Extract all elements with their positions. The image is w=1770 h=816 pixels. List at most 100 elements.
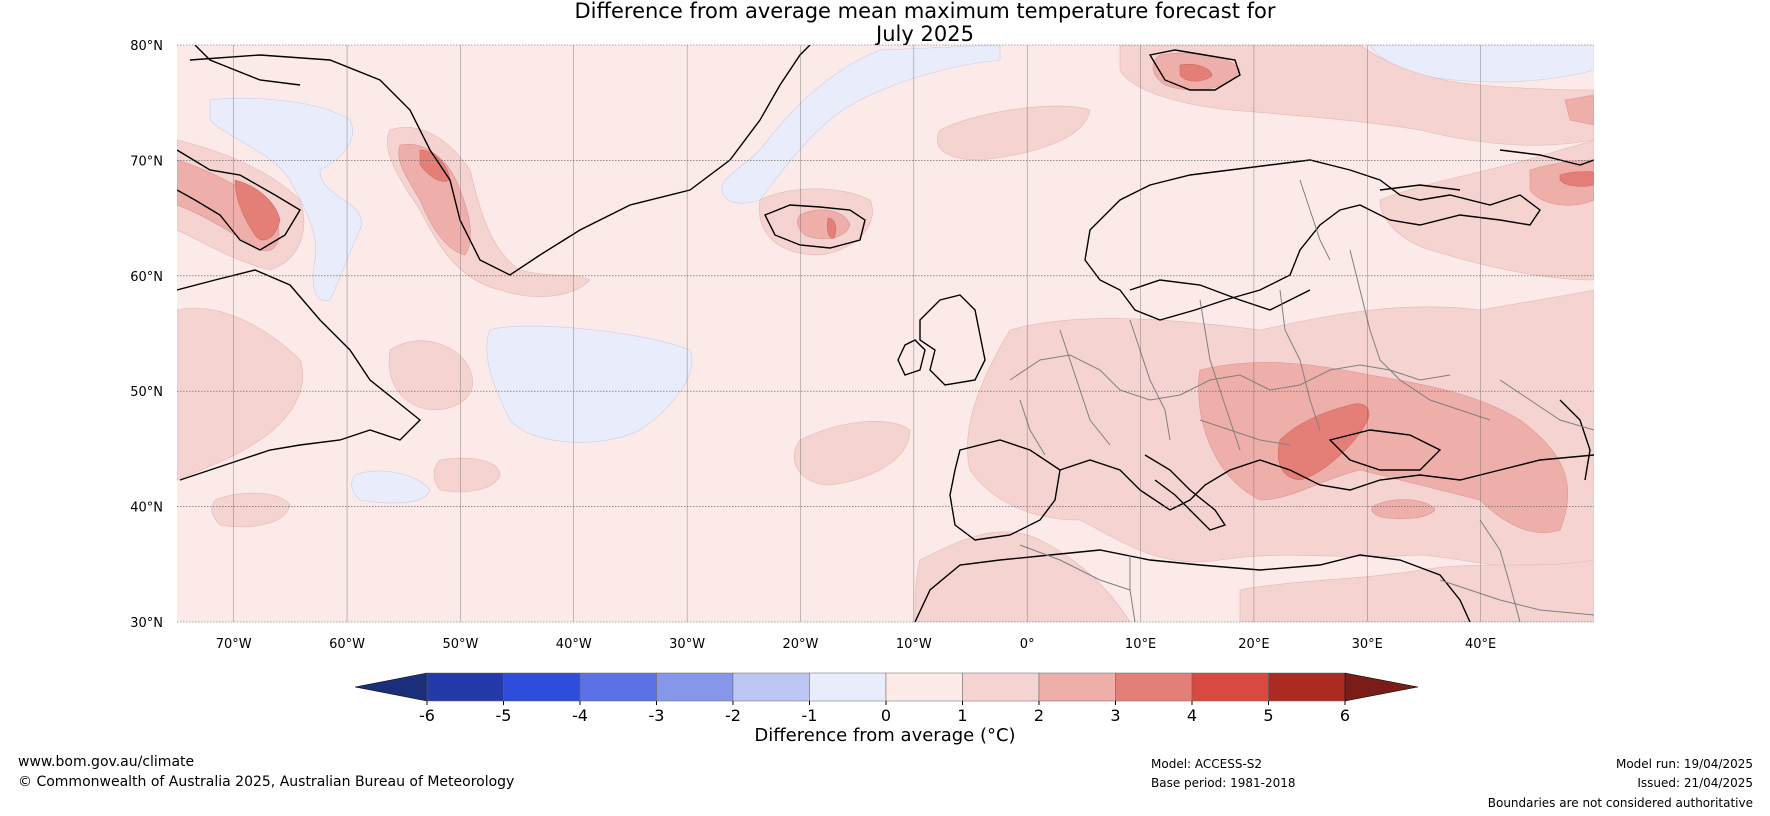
border-line bbox=[1129, 319, 1171, 441]
colorbar-segment bbox=[1191, 672, 1269, 702]
russia-arctic-coast bbox=[1499, 149, 1594, 166]
colorbar-segment bbox=[1115, 672, 1193, 702]
colorbar-tick-label: -1 bbox=[802, 706, 818, 725]
lon-tick-label: 40°E bbox=[1465, 637, 1496, 652]
footer-model: Model: ACCESS-S2 bbox=[1151, 757, 1263, 771]
warm23-region-balkans bbox=[1198, 362, 1569, 533]
lon-tick-label: 10°E bbox=[1125, 637, 1156, 652]
colorbar-segment bbox=[1268, 672, 1346, 702]
ireland-coast bbox=[897, 339, 926, 376]
lat-tick-label: 80°N bbox=[130, 39, 163, 54]
colorbar-tick-label: 3 bbox=[1110, 706, 1120, 725]
greenland-north-coast bbox=[194, 45, 301, 86]
colorbar-segment bbox=[503, 672, 581, 702]
border-line bbox=[1199, 299, 1241, 451]
border-line bbox=[1279, 289, 1321, 431]
footer-issued: Issued: 21/04/2025 bbox=[1637, 776, 1753, 790]
border-line bbox=[1499, 379, 1594, 431]
iceland-coast bbox=[764, 204, 866, 249]
colorbar-extend-low bbox=[354, 672, 428, 702]
baffin-coast bbox=[177, 149, 301, 251]
colorbar-tick-label: 6 bbox=[1340, 706, 1350, 725]
warm-region-north-africa bbox=[914, 531, 1131, 622]
colorbar-tick-label: 1 bbox=[957, 706, 967, 725]
title-line-2: July 2025 bbox=[876, 22, 974, 46]
lon-tick-label: 10°W bbox=[896, 637, 932, 652]
warm-region-norwegian-sea bbox=[937, 105, 1091, 161]
warm-region-atlantic-sw bbox=[211, 492, 291, 528]
colorbar: -6 -5 -4 -3 -2 -1 0 1 2 3 4 5 6 bbox=[354, 672, 1419, 725]
colorbar-tick-label: -2 bbox=[725, 706, 741, 725]
lon-tick-label: 40°W bbox=[556, 637, 592, 652]
colorbar-segment bbox=[962, 672, 1040, 702]
lat-tick-label: 30°N bbox=[130, 616, 163, 631]
border-line bbox=[1299, 179, 1331, 261]
warm-region-atlantic-mid bbox=[793, 421, 911, 486]
colorbar-tick-label: 2 bbox=[1034, 706, 1044, 725]
lat-tick-label: 40°N bbox=[130, 501, 163, 516]
colorbar-segment bbox=[656, 672, 734, 702]
warm-region-nfld bbox=[177, 307, 303, 481]
anomaly-shading bbox=[177, 45, 1594, 622]
lon-tick-label: 20°W bbox=[783, 637, 819, 652]
warm23-region-arctic-edge bbox=[1564, 94, 1594, 126]
cool-region-greenland-sea bbox=[721, 45, 1001, 204]
colorbar-label: Difference from average (°C) bbox=[754, 725, 1016, 746]
border-line bbox=[1019, 544, 1131, 591]
lon-tick-label: 70°W bbox=[216, 637, 252, 652]
caspian-coast bbox=[1559, 399, 1591, 481]
latitude-tick-labels: 80°N 70°N 60°N 50°N 40°N 30°N bbox=[130, 39, 163, 631]
north-africa-coast bbox=[914, 549, 1471, 622]
warm34-region-svalbard bbox=[1179, 63, 1213, 82]
warm23-region-iceland bbox=[797, 209, 851, 240]
border-line bbox=[1199, 419, 1291, 446]
colorbar-tick-label: 4 bbox=[1187, 706, 1197, 725]
warm34-region-romania bbox=[1277, 403, 1370, 481]
warm34-region-iceland bbox=[827, 217, 837, 239]
map-title: Difference from average mean maximum tem… bbox=[225, 0, 1625, 46]
lon-tick-label: 30°W bbox=[669, 637, 705, 652]
lat-tick-label: 50°N bbox=[130, 385, 163, 400]
warm34-region-baffin bbox=[234, 179, 281, 241]
footer-base-period: Base period: 1981-2018 bbox=[1151, 776, 1296, 790]
cool-region-labrador bbox=[209, 97, 362, 302]
warm23-region-turkey bbox=[1371, 499, 1436, 520]
footer-website[interactable]: www.bom.gov.au/climate bbox=[18, 754, 195, 770]
cool-region-north-atlantic bbox=[486, 325, 693, 443]
gridlines bbox=[177, 44, 1594, 623]
colorbar-segment bbox=[426, 672, 504, 702]
colorbar-segment bbox=[809, 672, 887, 702]
warm-region-atlantic-west bbox=[388, 340, 473, 411]
warm-region-atlantic-s bbox=[433, 457, 501, 493]
colorbar-tick-label: -3 bbox=[649, 706, 665, 725]
colorbar-tick-label: 0 bbox=[881, 706, 891, 725]
iberia-coast bbox=[949, 439, 1061, 541]
lon-tick-label: 50°W bbox=[442, 637, 478, 652]
colorbar-tick-label: -6 bbox=[419, 706, 435, 725]
warm-region-middle-east bbox=[1239, 559, 1594, 622]
footer-model-run: Model run: 19/04/2025 bbox=[1615, 757, 1753, 771]
baltic-coast bbox=[1129, 279, 1311, 311]
colorbar-extend-high bbox=[1344, 672, 1419, 702]
longitude-tick-labels: 70°W 60°W 50°W 40°W 30°W 20°W 10°W 0° 10°E 20°E 30… bbox=[216, 637, 1497, 652]
lon-tick-label: 30°E bbox=[1352, 637, 1383, 652]
colorbar-tick-label: -5 bbox=[496, 706, 512, 725]
labrador-coast bbox=[177, 269, 422, 481]
footer-copyright: © Commonwealth of Australia 2025, Austra… bbox=[18, 774, 515, 790]
italy-coast bbox=[1144, 454, 1227, 531]
colorbar-segment bbox=[732, 672, 810, 702]
border-line bbox=[1439, 579, 1594, 616]
colorbar-segment bbox=[885, 672, 963, 702]
footer-disclaimer: Boundaries are not considered authoritat… bbox=[1487, 796, 1753, 810]
lat-tick-label: 60°N bbox=[130, 270, 163, 285]
britain-coast bbox=[919, 294, 986, 386]
coastlines bbox=[177, 45, 1594, 622]
greenland-coast bbox=[189, 45, 811, 276]
svalbard-coast bbox=[1148, 49, 1241, 91]
border-line bbox=[1019, 399, 1046, 456]
country-borders bbox=[1009, 179, 1594, 622]
border-line bbox=[1059, 329, 1111, 446]
cool-region-arctic-ne bbox=[1369, 45, 1594, 83]
border-line bbox=[1009, 354, 1451, 401]
